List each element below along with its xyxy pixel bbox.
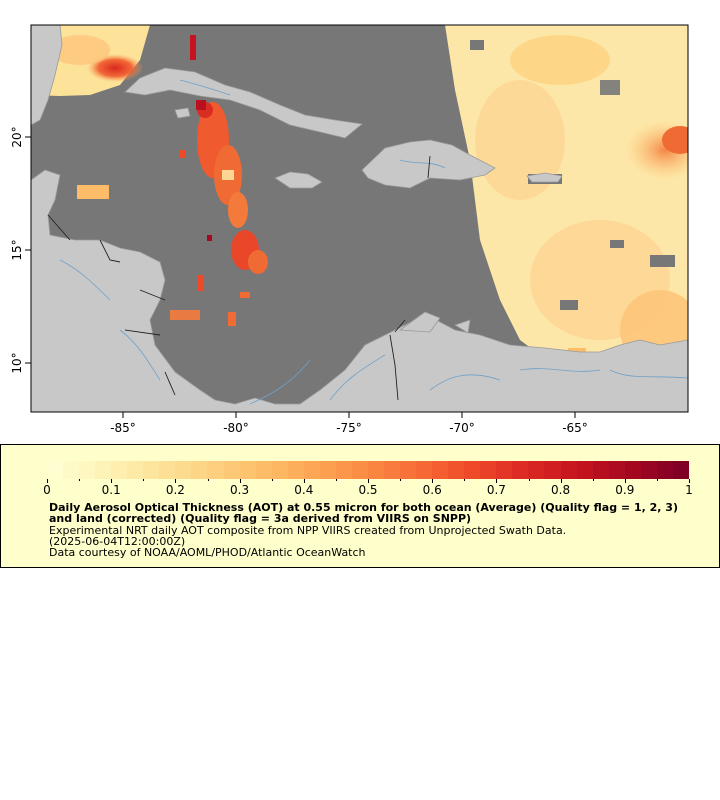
colorbar-tick <box>175 479 177 483</box>
colorbar-swatch <box>95 461 112 479</box>
land <box>31 25 688 412</box>
colorbar-swatch <box>656 461 673 479</box>
colorbar-swatch <box>303 461 320 479</box>
lon-tick-label: -65° <box>562 421 588 435</box>
colorbar-tick-label: 0.8 <box>551 483 571 497</box>
colorbar-tick-label: 0.6 <box>422 483 442 497</box>
colorbar-swatch <box>544 461 561 479</box>
colorbar-tick <box>79 479 81 481</box>
legend-title: Daily Aerosol Optical Thickness (AOT) at… <box>49 501 678 525</box>
aot-map: -85° -80° -75° -70° -65° 20° 15° 10° <box>10 24 689 435</box>
colorbar-swatch <box>672 461 689 479</box>
legend-description: Experimental NRT daily AOT composite fro… <box>49 524 567 537</box>
legend-panel: 0 0.1 0.2 0.3 0.4 0.5 0.6 0.7 0.8 0.9 1 Daily Aero… <box>0 444 720 568</box>
colorbar-swatch <box>383 461 401 479</box>
colorbar-tick <box>368 479 369 483</box>
colorbar-tick <box>528 479 530 481</box>
colorbar-swatch <box>576 461 593 479</box>
colorbar-swatch <box>448 461 465 479</box>
colorbar-swatch <box>592 461 609 479</box>
colorbar-swatch <box>480 461 497 479</box>
colorbar-swatch <box>79 461 96 479</box>
lat-tick-label: 15° <box>10 239 24 260</box>
colorbar-tick <box>656 479 658 481</box>
legend-credit: Data courtesy of NOAA/AOML/PHOD/Atlantic… <box>49 546 366 559</box>
lat-tick-label: 10° <box>10 352 24 373</box>
colorbar-tick-label: 0.5 <box>358 483 378 497</box>
colorbar-tick <box>560 479 562 483</box>
colorbar-swatch <box>127 461 144 479</box>
colorbar-tick-label: 0 <box>43 483 51 497</box>
colorbar-tick-label: 0.2 <box>165 483 185 497</box>
colorbar-tick <box>624 479 626 483</box>
map-frame <box>30 24 689 413</box>
colorbar-swatch <box>528 461 545 479</box>
colorbar-swatch <box>63 461 80 479</box>
colorbar-swatch <box>143 461 160 479</box>
colorbar-tick <box>432 479 434 483</box>
colorbar-tick <box>303 479 305 483</box>
colorbar-swatch <box>416 461 433 479</box>
rivers <box>59 79 688 405</box>
colorbar-tick-label: 1 <box>685 483 693 497</box>
country-borders <box>47 155 431 401</box>
colorbar-swatch <box>207 461 224 479</box>
colorbar-tick-label: 0.1 <box>101 483 121 497</box>
colorbar-swatch <box>287 461 304 479</box>
colorbar-tick <box>239 479 241 483</box>
legend-time: (2025-06-04T12:00:00Z) <box>49 535 186 548</box>
colorbar-swatch <box>319 461 336 479</box>
colorbar-tick <box>111 479 113 483</box>
axis-ticks <box>25 136 576 418</box>
lon-tick-label: -85° <box>110 421 136 435</box>
colorbar-swatch <box>223 461 240 479</box>
colorbar-swatch <box>351 461 368 479</box>
colorbar-swatch <box>239 461 256 479</box>
colorbar-swatch <box>432 461 449 479</box>
colorbar-swatch <box>47 461 64 479</box>
colorbar-ticks: 0 0.1 0.2 0.3 0.4 0.5 0.6 0.7 0.8 0.9 1 <box>43 479 693 499</box>
colorbar-swatch <box>464 461 481 479</box>
colorbar-swatch <box>624 461 641 479</box>
colorbar-tick <box>464 479 466 481</box>
colorbar-tick <box>207 479 209 481</box>
colorbar-tick <box>592 479 594 481</box>
colorbar-swatch <box>400 461 417 479</box>
colorbar-swatch <box>496 461 513 479</box>
colorbar-tick <box>143 479 145 481</box>
colorbar-tick <box>271 479 273 481</box>
lon-tick-label: -70° <box>449 421 475 435</box>
colorbar-tick-label: 0.3 <box>230 483 250 497</box>
colorbar-swatch <box>335 461 352 479</box>
colorbar-tick-label: 0.7 <box>486 483 506 497</box>
colorbar-swatch <box>175 461 192 479</box>
lon-tick-label: -75° <box>336 421 362 435</box>
lat-tick-label: 20° <box>10 126 24 147</box>
colorbar-swatch <box>367 461 384 479</box>
colorbar-swatch <box>640 461 657 479</box>
colorbar-swatch <box>191 461 208 479</box>
colorbar-tick-label: 0.4 <box>294 483 314 497</box>
colorbar-tick <box>400 479 402 481</box>
colorbar-swatch <box>608 461 625 479</box>
lon-tick-label: -80° <box>223 421 249 435</box>
colorbar-tick <box>47 479 48 483</box>
colorbar-swatch <box>271 461 288 479</box>
colorbar-tick-label: 0.9 <box>615 483 635 497</box>
colorbar-swatch <box>111 461 128 479</box>
colorbar-swatch <box>560 461 577 479</box>
colorbar-tick <box>496 479 498 483</box>
aot-central-streak <box>170 35 268 326</box>
colorbar-tick <box>689 479 690 483</box>
colorbar-swatch <box>512 461 529 479</box>
colorbar-swatch <box>159 461 176 479</box>
colorbar <box>47 461 689 479</box>
colorbar-tick <box>335 479 337 481</box>
colorbar-swatch <box>255 461 272 479</box>
